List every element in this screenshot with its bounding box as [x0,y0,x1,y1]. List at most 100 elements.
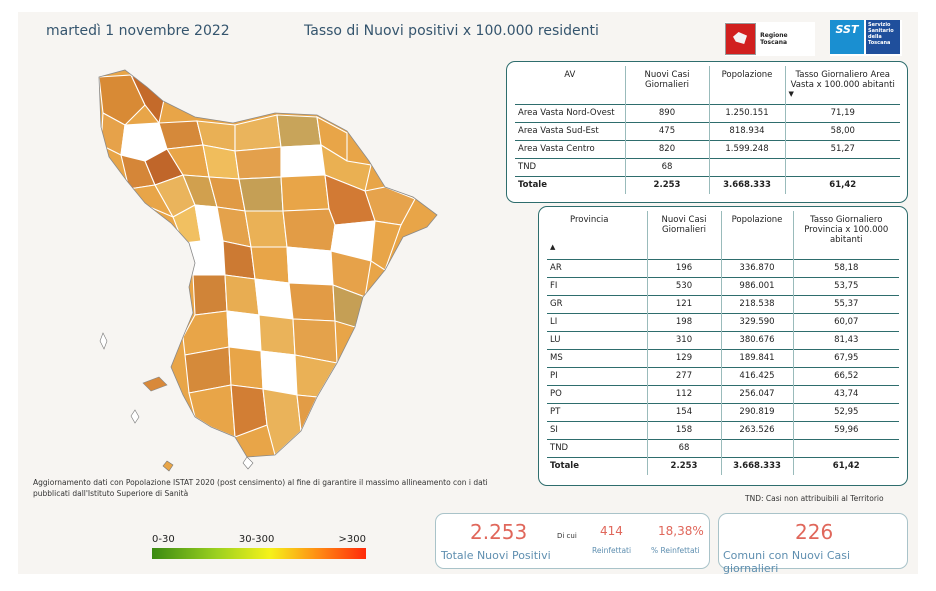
cell-total-population: 3.668.333 [720,456,793,475]
cell-rate: 52,95 [792,402,899,421]
cell-rate [792,438,899,457]
municipality[interactable] [234,114,282,152]
av-header-rate[interactable]: Tasso Giornaliero Area Vasta x 100.000 a… [784,66,900,104]
municipality-no-cases[interactable] [188,240,226,276]
cell-av: Area Vasta Centro [515,139,625,158]
prov-header-rate[interactable]: Tasso Giornaliero Provincia x 100.000 ab… [792,211,899,259]
cell-rate: 59,96 [792,420,899,439]
area-vasta-table: AV Nuovi Casi Giornalieri Popolazione Ta… [515,66,900,194]
municipality[interactable] [228,346,264,390]
cell-cases: 530 [646,276,721,295]
cell-total-label: Totale [515,175,625,194]
regione-logo-text: Regione Toscana [760,32,788,46]
kpi-total-card: 2.253 Totale Nuovi Positivi Di cui 414 R… [435,513,710,569]
cell-cases: 277 [646,366,721,385]
municipality-no-cases[interactable] [226,310,262,352]
table-row[interactable]: Area Vasta Sud-Est 475 818.934 58,00 [515,121,900,140]
cell-population: 290.819 [720,402,793,421]
table-row[interactable]: TND 68 [515,157,900,176]
table-row[interactable]: SI 158 263.526 59,96 [547,420,899,439]
gorgona-island[interactable] [99,332,108,350]
pianosa-island[interactable] [130,409,140,424]
cell-rate: 67,95 [792,348,899,367]
elba-island[interactable] [142,376,168,392]
municipality-no-cases[interactable] [280,144,326,178]
table-row[interactable]: MS 129 189.841 67,95 [547,348,899,367]
municipality[interactable] [258,314,296,356]
cell-population: 818.934 [708,121,785,140]
table-total-row: Totale 2.253 3.668.333 61,42 [547,456,899,475]
kpi-municipalities-value: 226 [795,520,834,544]
giglio-island[interactable] [162,460,174,472]
municipality-no-cases[interactable] [254,278,294,320]
cell-cases: 196 [646,258,721,277]
prov-header-cases[interactable]: Nuovi Casi Giornalieri [646,211,721,259]
cell-population: 416.425 [720,366,793,385]
municipality[interactable] [288,282,336,322]
table-row[interactable]: Area Vasta Nord-Ovest 890 1.250.151 71,19 [515,103,900,122]
tuscany-choropleth-map[interactable] [85,65,450,475]
av-header-population[interactable]: Popolazione [708,66,785,104]
municipality-no-cases[interactable] [260,350,298,396]
table-row[interactable]: LI 198 329.590 60,07 [547,312,899,331]
prov-header-population[interactable]: Popolazione [720,211,793,259]
municipality[interactable] [294,354,338,398]
sort-desc-icon[interactable]: ▼ [788,90,794,98]
sort-asc-icon[interactable]: ▲ [550,243,556,251]
cell-total-rate: 61,42 [784,175,900,194]
table-row[interactable]: GR 121 218.538 55,37 [547,294,899,313]
municipality[interactable] [224,274,260,316]
municipality[interactable] [234,146,282,180]
municipality[interactable] [280,174,330,212]
cell-rate: 60,07 [792,312,899,331]
legend-gradient-bar [152,548,366,559]
region-outline [98,69,438,458]
cell-population: 189.841 [720,348,793,367]
cell-total-population: 3.668.333 [708,175,785,194]
municipality[interactable] [250,246,290,284]
report-title: Tasso di Nuovi positivi x 100.000 reside… [304,23,599,39]
cell-rate: 58,18 [792,258,899,277]
table-row[interactable]: PT 154 290.819 52,95 [547,402,899,421]
cell-av: Area Vasta Sud-Est [515,121,625,140]
cell-cases: 68 [646,438,721,457]
table-row[interactable]: LU 310 380.676 81,43 [547,330,899,349]
table-row[interactable]: AR 196 336.870 58,18 [547,258,899,277]
cell-provincia: MS [547,348,647,367]
municipality[interactable] [192,274,228,316]
municipality[interactable] [188,384,236,438]
prov-header-provincia[interactable]: Provincia ▲ [547,211,647,259]
giannutri-island[interactable] [242,456,254,470]
municipality[interactable] [282,208,336,252]
municipality[interactable] [296,394,318,433]
cell-total-cases: 2.253 [624,175,709,194]
table-row[interactable]: FI 530 986.001 53,75 [547,276,899,295]
municipality[interactable] [276,114,322,148]
sst-logo-text: Servizio Sanitario della Toscana [866,20,900,54]
table-row[interactable]: PI 277 416.425 66,52 [547,366,899,385]
municipality[interactable] [320,143,372,192]
table-row[interactable]: Area Vasta Centro 820 1.599.248 51,27 [515,139,900,158]
cell-provincia: PT [547,402,647,421]
municipality-layer [99,70,437,457]
cell-total-label: Totale [547,456,647,475]
municipality[interactable] [238,176,284,212]
kpi-reinfected-pct-label: % Reinfettati [651,546,700,555]
cell-cases: 890 [624,103,709,122]
municipality[interactable] [99,74,146,126]
kpi-reinfected-pct-value: 18,38% [658,524,704,538]
municipality-no-cases[interactable] [286,246,334,286]
municipality[interactable] [158,120,204,150]
municipality[interactable] [370,220,402,271]
municipality[interactable] [244,210,288,248]
cell-rate: 53,75 [792,276,899,295]
av-header-cases[interactable]: Nuovi Casi Giornalieri [624,66,709,104]
av-header-av[interactable]: AV [564,70,576,80]
table-row[interactable]: TND 68 [547,438,899,457]
cell-av: TND [515,157,625,176]
cell-cases: 154 [646,402,721,421]
municipality[interactable] [222,240,256,280]
cell-provincia: TND [547,438,647,457]
cell-cases: 475 [624,121,709,140]
table-row[interactable]: PO 112 256.047 43,74 [547,384,899,403]
